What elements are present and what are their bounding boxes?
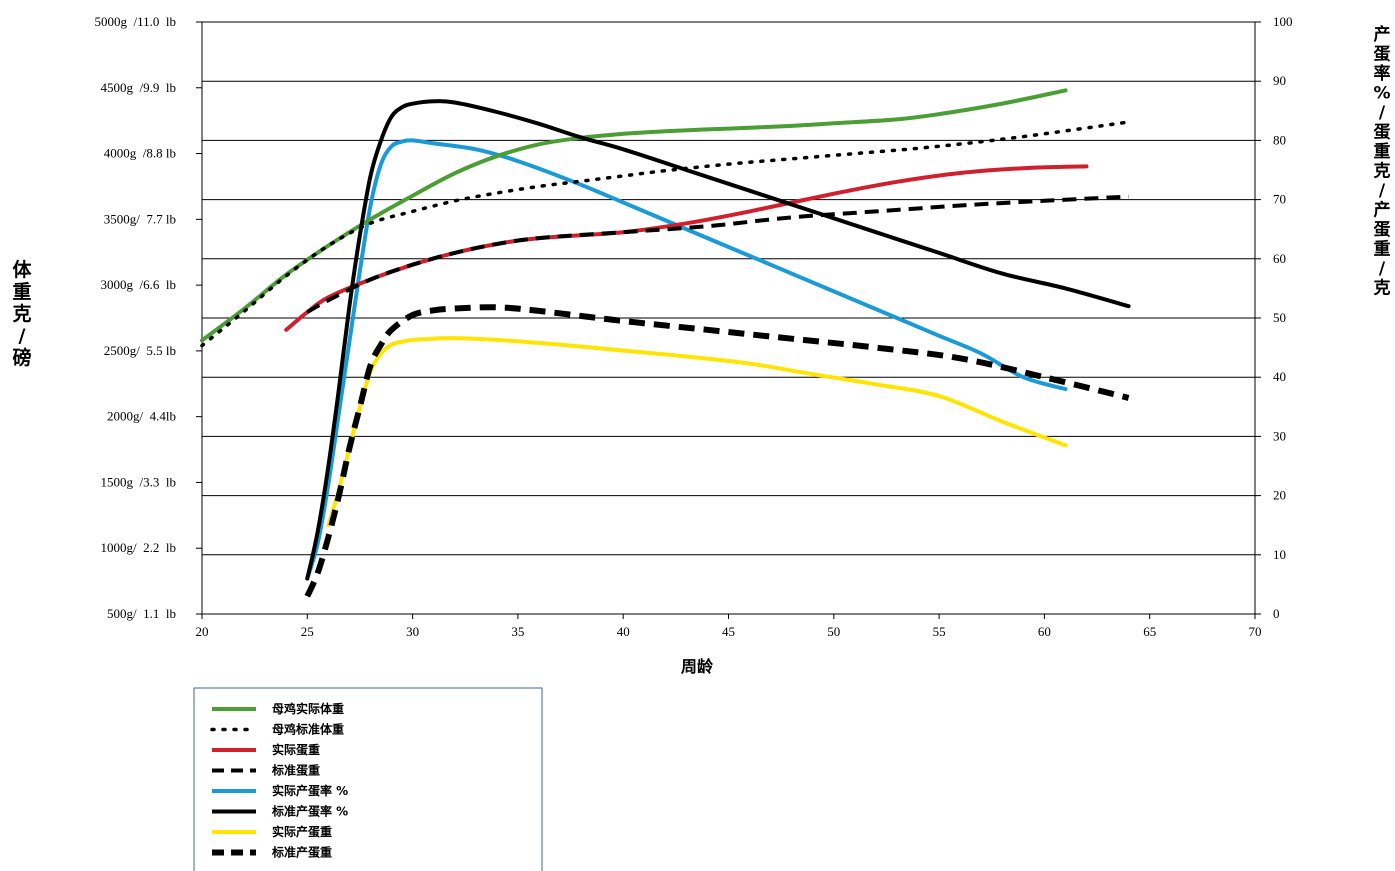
- axis-title-glyph: %: [1373, 84, 1390, 104]
- legend-label: 母鸡标准体重: [272, 722, 344, 737]
- left-tick-label: 4000g /8.8 lb: [104, 146, 176, 161]
- axis-title-glyph: 克: [1374, 278, 1391, 299]
- series-line-6: [326, 336, 1068, 528]
- axis-title-glyph: 体: [12, 258, 32, 281]
- x-axis-title: 周龄: [681, 657, 714, 676]
- right-tick-label: 90: [1273, 73, 1286, 88]
- x-tick-label: 40: [617, 624, 630, 639]
- right-tick-label: 20: [1273, 488, 1286, 503]
- right-tick-label: 70: [1273, 192, 1286, 207]
- right-tick-label: 80: [1273, 132, 1286, 147]
- series-line-2: [284, 164, 1089, 332]
- legend-label: 标准产蛋率 %: [271, 804, 348, 819]
- axis-title-glyph: 重: [1374, 141, 1391, 162]
- series-line-3: [306, 194, 1129, 314]
- axis-title-glyph: /: [1379, 259, 1386, 279]
- right-tick-label: 100: [1273, 14, 1293, 29]
- left-tick-label: 1500g /3.3 lb: [101, 474, 176, 489]
- axis-title-glyph: /: [1379, 181, 1386, 201]
- right-tick-label: 30: [1273, 428, 1286, 443]
- right-tick-label: 50: [1273, 310, 1286, 325]
- legend-label: 实际产蛋重: [272, 824, 332, 839]
- left-tick-label: 4500g /9.9 lb: [101, 80, 176, 95]
- series-lines: [200, 88, 1131, 598]
- axis-title-glyph: 蛋: [1374, 45, 1391, 65]
- x-tick-label: 35: [511, 624, 524, 639]
- left-axis-title: 体重克/磅: [12, 258, 32, 369]
- axis-title-glyph: 产: [1374, 200, 1391, 221]
- x-tick-label: 65: [1143, 624, 1156, 639]
- left-tick-label: 2000g/ 4.4lb: [107, 409, 176, 424]
- left-tick-label: 500g/ 1.1 lb: [107, 606, 176, 621]
- svg-text:产蛋率%/蛋重克/产蛋重/克: 产蛋率%/蛋重克/产蛋重/克: [1373, 24, 1390, 299]
- x-tick-label: 20: [196, 624, 209, 639]
- series-line-0: [200, 88, 1068, 343]
- axis-title-glyph: /: [1379, 103, 1386, 123]
- legend-label: 标准产蛋重: [271, 845, 332, 860]
- left-tick-labels: 500g/ 1.1 lb 1000g/ 2.2 lb 1500g /3.3 lb 20…: [95, 14, 202, 621]
- legend-box: [193, 687, 543, 871]
- axis-title-glyph: 克: [12, 302, 31, 325]
- right-tick-label: 10: [1273, 547, 1286, 562]
- axis-title-glyph: 重: [12, 281, 31, 303]
- series-line-1: [200, 120, 1131, 348]
- x-tick-label: 30: [406, 624, 419, 639]
- series-line-7: [304, 304, 1130, 598]
- x-tick-label: 50: [827, 624, 840, 639]
- x-tick-label: 45: [722, 624, 735, 639]
- right-tick-label: 60: [1273, 251, 1286, 266]
- x-tick-label: 60: [1038, 624, 1051, 639]
- x-tick-label: 55: [933, 624, 946, 639]
- right-tick-label: 40: [1273, 369, 1286, 384]
- legend-label: 母鸡实际体重: [272, 701, 344, 716]
- axis-title-glyph: 克: [1374, 161, 1391, 182]
- x-tick-label: 70: [1249, 624, 1262, 639]
- axis-title-glyph: 产: [1374, 24, 1391, 45]
- series-line-5: [305, 99, 1131, 581]
- right-tick-labels: 0 10 20 30 40 50 60 70 80 90 100: [1255, 14, 1293, 621]
- svg-text:体重克/磅: 体重克/磅: [12, 258, 32, 369]
- legend-label: 实际蛋重: [272, 742, 320, 757]
- axis-title-glyph: 重: [1374, 239, 1391, 260]
- left-tick-label: 3500g/ 7.7 lb: [104, 211, 176, 226]
- series-line-4: [305, 138, 1068, 581]
- x-tick-labels: 20 25 30 35 40 45 50 55 60 65 70: [196, 614, 1262, 639]
- right-tick-label: 0: [1273, 606, 1280, 621]
- axis-title-glyph: 磅: [12, 346, 31, 369]
- x-tick-label: 25: [301, 624, 314, 639]
- gridlines: [202, 21, 1255, 556]
- axis-title-glyph: 率: [1374, 63, 1391, 84]
- left-tick-label: 3000g /6.6 lb: [101, 277, 176, 292]
- legend-label: 标准蛋重: [271, 763, 320, 778]
- axis-title-glyph: /: [19, 325, 26, 347]
- legend-label: 实际产蛋率 %: [272, 783, 348, 798]
- axis-title-glyph: 蛋: [1374, 220, 1391, 240]
- right-axis-title: 产蛋率%/蛋重克/产蛋重/克: [1373, 24, 1390, 299]
- left-tick-label: 2500g/ 5.5 lb: [104, 343, 176, 358]
- left-tick-label: 1000g/ 2.2 lb: [101, 540, 176, 555]
- left-tick-label: 5000g /11.0 lb: [95, 14, 177, 29]
- axis-title-glyph: 蛋: [1374, 123, 1391, 143]
